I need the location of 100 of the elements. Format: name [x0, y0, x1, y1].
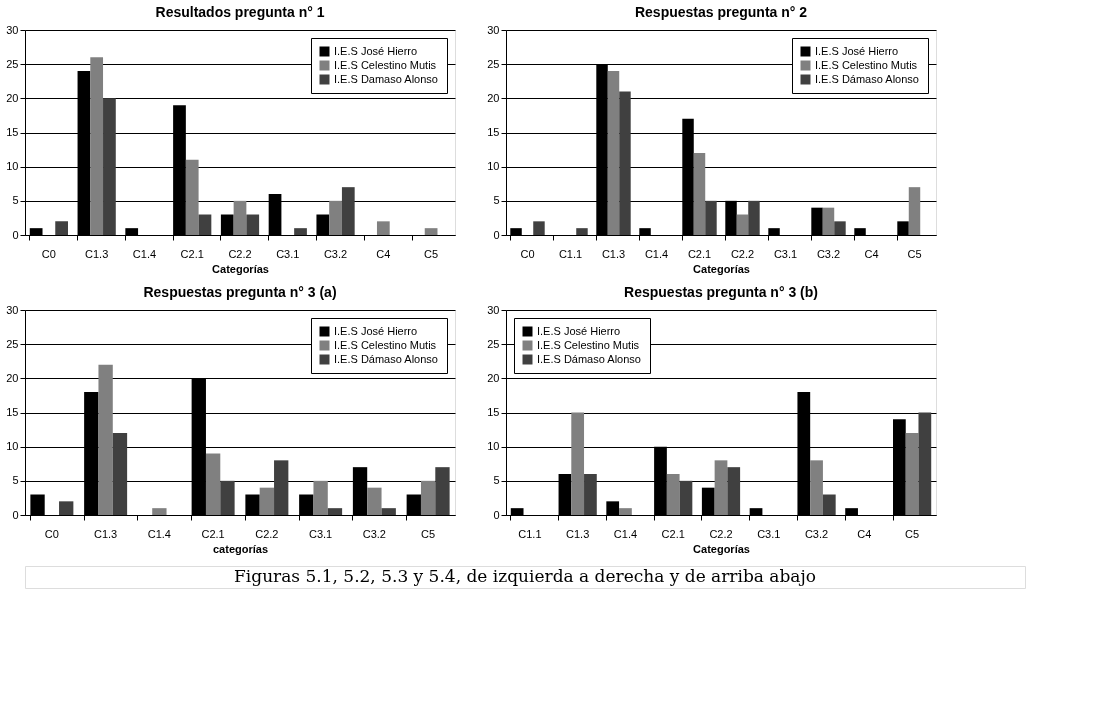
x-tick-label: C3.1 — [773, 247, 798, 260]
x-axis-title: categorías — [212, 542, 269, 555]
legend-label: I.E.S Celestino Mutis — [334, 58, 437, 71]
x-tick-label: C0 — [41, 247, 56, 260]
bar — [693, 153, 706, 235]
bar — [727, 467, 741, 515]
y-tick-label: 25 — [487, 337, 500, 350]
x-tick-label: C2.2 — [730, 247, 755, 260]
x-tick-label: C3.2 — [804, 527, 829, 540]
x-tick-label: C0 — [520, 247, 535, 260]
bar — [381, 508, 396, 515]
y-tick-label: 25 — [487, 57, 500, 70]
bar — [666, 474, 680, 515]
legend-label: I.E.S Celestino Mutis — [334, 338, 437, 351]
x-tick-label: C2.1 — [180, 247, 204, 260]
y-tick-label: 30 — [6, 303, 19, 316]
y-tick-label: 15 — [487, 406, 500, 418]
legend-label: I.E.S José Hierro — [334, 324, 418, 337]
bar — [619, 508, 632, 515]
x-tick-label: C0 — [44, 527, 59, 540]
legend-label: I.E.S Celestino Mutis — [815, 58, 918, 71]
x-tick-label: C1.4 — [132, 247, 157, 260]
bar — [619, 91, 631, 235]
x-tick-label: C3.1 — [276, 247, 300, 260]
y-tick-label: 25 — [6, 337, 19, 350]
bar — [59, 501, 74, 515]
y-tick-label: 10 — [6, 160, 19, 173]
y-tick-label: 5 — [12, 474, 19, 487]
bar — [918, 412, 932, 515]
bar — [822, 207, 835, 235]
y-tick-label: 20 — [6, 91, 19, 104]
y-tick-label: 0 — [12, 228, 19, 241]
y-tick-label: 10 — [487, 440, 500, 453]
y-tick-label: 20 — [487, 91, 500, 104]
x-tick-label: C3.2 — [323, 247, 348, 260]
legend-label: I.E.S Celestino Mutis — [537, 338, 640, 351]
x-tick-label: C2.2 — [709, 527, 733, 540]
x-tick-label: C5 — [907, 247, 922, 260]
legend-label: I.E.S José Hierro — [815, 44, 899, 57]
bar — [205, 453, 221, 515]
y-tick-label: 20 — [6, 371, 19, 384]
y-tick-label: 10 — [487, 160, 500, 173]
bar — [714, 460, 728, 515]
y-tick-label: 15 — [6, 406, 19, 418]
bar — [233, 200, 247, 235]
bar — [327, 508, 343, 515]
y-tick-label: 25 — [6, 57, 19, 70]
bar — [274, 460, 289, 515]
y-tick-label: 10 — [6, 440, 19, 453]
bar — [376, 221, 390, 235]
legend-label: I.E.S José Hierro — [537, 324, 621, 337]
bar — [576, 228, 588, 235]
bar — [185, 159, 199, 235]
x-tick-label: C5 — [424, 247, 439, 260]
bar — [748, 200, 760, 235]
bar — [736, 214, 749, 235]
x-tick-label: C4 — [864, 247, 879, 260]
x-tick-label: C1.3 — [94, 527, 118, 540]
bar — [810, 460, 823, 515]
x-tick-label: C1.3 — [566, 527, 590, 540]
x-tick-label: C3.1 — [309, 527, 333, 540]
y-tick-label: 15 — [6, 126, 19, 138]
bar — [908, 187, 921, 235]
x-tick-label: C2.1 — [661, 527, 685, 540]
x-tick-label: C4 — [857, 527, 872, 540]
bar — [112, 433, 128, 515]
bar — [98, 364, 113, 515]
x-tick-label: C2.2 — [255, 527, 279, 540]
y-tick-label: 15 — [487, 126, 500, 138]
y-tick-label: 5 — [493, 474, 500, 487]
bar — [341, 187, 355, 235]
chart-title: Respuestas pregunta n° 3 (b) — [624, 284, 818, 300]
bar — [705, 200, 717, 235]
y-tick-label: 20 — [487, 371, 500, 384]
x-tick-label: C1.4 — [613, 527, 638, 540]
y-tick-label: 30 — [487, 303, 500, 316]
x-tick-label: C4 — [376, 247, 391, 260]
bar — [435, 467, 450, 515]
bar — [198, 214, 212, 235]
bar — [834, 221, 846, 235]
bar — [420, 480, 436, 515]
bar — [220, 480, 235, 515]
x-tick-label: C2.1 — [201, 527, 225, 540]
bar — [905, 433, 919, 515]
x-tick-label: C5 — [905, 527, 920, 540]
bar — [367, 487, 382, 515]
y-tick-label: 30 — [487, 23, 500, 36]
bar — [607, 71, 620, 235]
legend-label: I.E.S Dámaso Alonso — [815, 72, 919, 85]
legend-label: I.E.S Damaso Alonso — [334, 72, 438, 85]
bar — [571, 412, 585, 515]
bar — [90, 57, 104, 235]
bar — [329, 200, 342, 235]
bar — [822, 494, 836, 515]
x-axis-title: Categorías — [693, 262, 750, 275]
y-tick-label: 5 — [493, 194, 500, 207]
bar — [103, 98, 116, 235]
y-tick-label: 0 — [493, 228, 500, 241]
bar — [55, 221, 68, 235]
x-tick-label: C2.1 — [687, 247, 712, 260]
